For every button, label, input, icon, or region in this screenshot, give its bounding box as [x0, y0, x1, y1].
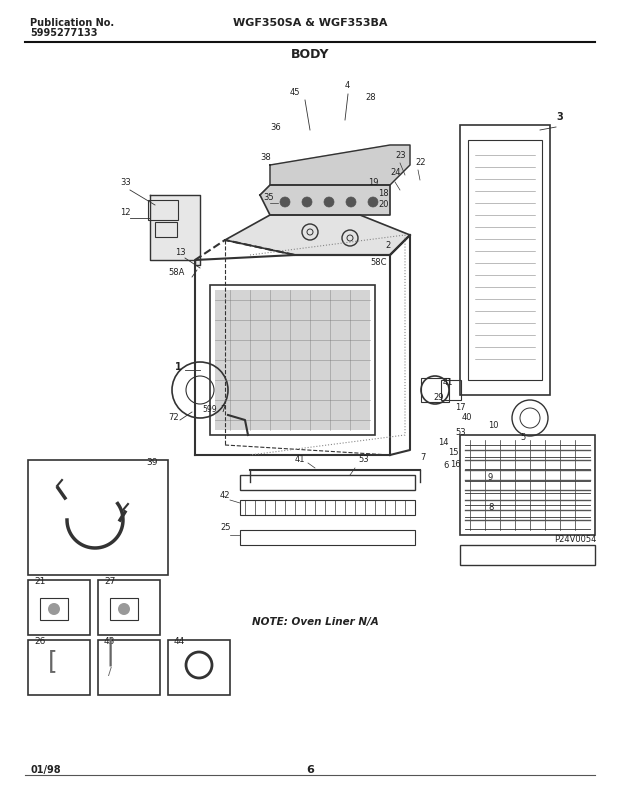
Bar — [421, 378, 449, 402]
Text: 29: 29 — [433, 393, 443, 402]
Text: 35: 35 — [263, 193, 273, 202]
Circle shape — [346, 197, 356, 207]
Bar — [215, 290, 370, 430]
Text: 5995277133: 5995277133 — [30, 28, 97, 38]
Text: 43: 43 — [104, 637, 115, 646]
Text: 53: 53 — [455, 428, 466, 437]
Text: 599: 599 — [202, 405, 216, 414]
Bar — [460, 435, 595, 535]
Bar — [460, 545, 595, 565]
Text: 19: 19 — [368, 178, 378, 187]
Text: 7: 7 — [220, 405, 226, 414]
Bar — [148, 200, 178, 220]
Text: 58A: 58A — [168, 268, 184, 277]
Text: /: / — [108, 667, 112, 677]
Bar — [460, 125, 550, 395]
Text: 9: 9 — [488, 473, 494, 482]
Text: 40: 40 — [462, 413, 472, 422]
Text: 27: 27 — [104, 577, 115, 586]
Text: 20: 20 — [378, 200, 389, 209]
Text: 8: 8 — [488, 503, 494, 512]
Text: Publication No.: Publication No. — [30, 18, 114, 28]
Circle shape — [280, 197, 290, 207]
Circle shape — [324, 197, 334, 207]
Text: 58C: 58C — [370, 258, 386, 267]
Text: 42: 42 — [220, 491, 231, 500]
Circle shape — [192, 658, 206, 672]
Text: P24V0054: P24V0054 — [555, 535, 597, 544]
Text: 24: 24 — [390, 168, 401, 177]
Text: 38: 38 — [260, 153, 271, 162]
Text: 25: 25 — [220, 523, 231, 532]
Text: 14: 14 — [438, 438, 448, 447]
Text: 2: 2 — [385, 241, 390, 250]
Text: 36: 36 — [270, 123, 281, 132]
Polygon shape — [260, 185, 390, 215]
Text: 21: 21 — [34, 577, 45, 586]
Bar — [28, 640, 90, 695]
Text: |: | — [105, 638, 115, 667]
Text: 6: 6 — [443, 461, 448, 470]
Text: 39: 39 — [146, 458, 158, 467]
Text: 01/98: 01/98 — [30, 765, 61, 775]
Polygon shape — [150, 195, 200, 265]
Text: 4: 4 — [345, 81, 350, 90]
Bar — [40, 598, 68, 620]
Text: 12: 12 — [120, 208, 130, 217]
Text: 41: 41 — [295, 455, 306, 464]
Text: 23: 23 — [395, 151, 405, 160]
Text: 53: 53 — [358, 455, 369, 464]
Bar — [441, 380, 461, 400]
Circle shape — [368, 197, 378, 207]
Text: 17: 17 — [455, 403, 466, 412]
Text: 1: 1 — [175, 362, 182, 372]
Bar — [98, 580, 160, 635]
Text: 22: 22 — [415, 158, 425, 167]
Text: BODY: BODY — [291, 48, 329, 61]
Text: 28: 28 — [365, 93, 376, 102]
Text: NOTE: Oven Liner N/A: NOTE: Oven Liner N/A — [252, 617, 379, 627]
Circle shape — [118, 603, 130, 615]
Circle shape — [48, 603, 60, 615]
Text: 7: 7 — [420, 453, 425, 462]
Text: [: [ — [48, 649, 58, 673]
Text: 45: 45 — [290, 88, 301, 97]
Bar — [468, 140, 542, 380]
Text: WGF350SA & WGF353BA: WGF350SA & WGF353BA — [232, 18, 388, 28]
Text: 6: 6 — [306, 765, 314, 775]
Circle shape — [302, 197, 312, 207]
Text: 16: 16 — [450, 460, 461, 469]
Bar — [110, 598, 138, 620]
Text: 5: 5 — [520, 433, 525, 442]
Bar — [240, 500, 415, 515]
Text: 18: 18 — [378, 189, 389, 198]
Text: 44: 44 — [174, 637, 185, 646]
Text: 13: 13 — [175, 248, 185, 257]
Text: 33: 33 — [120, 178, 131, 187]
Bar — [98, 640, 160, 695]
Polygon shape — [225, 215, 410, 255]
Bar — [210, 285, 375, 435]
Text: 15: 15 — [448, 448, 459, 457]
Bar — [28, 460, 168, 575]
Bar — [240, 475, 415, 490]
Text: 72: 72 — [168, 413, 179, 422]
Polygon shape — [270, 145, 410, 185]
Bar — [168, 640, 230, 695]
Bar — [28, 580, 90, 635]
Text: 3: 3 — [556, 112, 563, 122]
Text: 41: 41 — [443, 378, 453, 387]
Bar — [155, 222, 177, 237]
Text: 26: 26 — [34, 637, 45, 646]
Text: 10: 10 — [488, 421, 498, 430]
Bar — [240, 530, 415, 545]
